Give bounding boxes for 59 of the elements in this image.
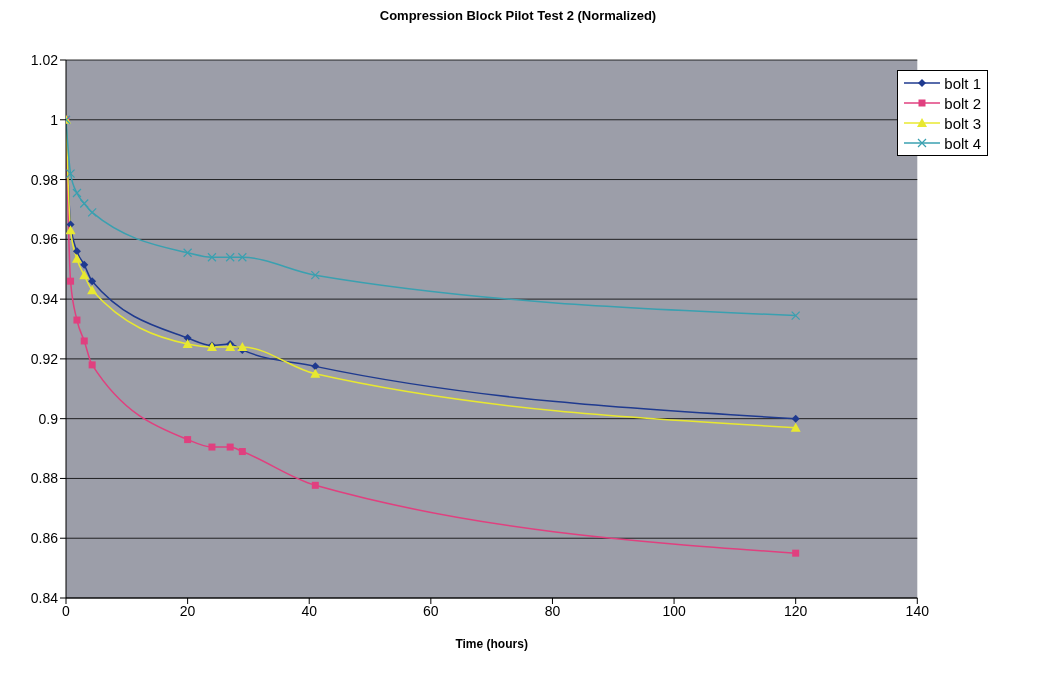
y-tick-label: 0.92 — [30, 350, 59, 367]
point — [208, 443, 216, 451]
point — [238, 448, 246, 456]
x-tick-label: 80 — [544, 602, 561, 619]
point — [67, 277, 75, 285]
legend-label: bolt 1 — [944, 74, 981, 92]
point — [66, 225, 76, 235]
y-tick-label: 0.88 — [30, 470, 59, 487]
point — [226, 443, 234, 451]
point — [80, 260, 89, 269]
point — [310, 270, 320, 280]
point — [88, 361, 96, 369]
point — [790, 422, 801, 432]
point — [791, 414, 800, 423]
y-tick-label: 1 — [50, 111, 59, 128]
point — [184, 436, 192, 444]
y-tick-label: 0.9 — [38, 410, 59, 427]
chart-title: Compression Block Pilot Test 2 (Normalized) — [378, 8, 658, 25]
point — [73, 316, 81, 324]
point — [311, 481, 319, 489]
point — [182, 338, 193, 348]
point — [87, 207, 97, 218]
point — [311, 362, 320, 371]
point — [237, 252, 247, 262]
point — [88, 277, 97, 286]
legend-label: bolt 3 — [944, 114, 981, 132]
point — [79, 270, 90, 280]
point — [87, 285, 98, 295]
point — [791, 310, 801, 321]
point — [310, 368, 321, 378]
x-tick-label: 0 — [62, 602, 71, 619]
point — [66, 220, 75, 229]
y-tick-label: 0.94 — [30, 291, 59, 308]
point — [225, 252, 235, 262]
point — [183, 248, 193, 258]
x-axis-title: Time (hours) — [455, 637, 528, 651]
y-tick-label: 0.84 — [30, 589, 59, 606]
y-tick-label: 0.96 — [30, 231, 59, 248]
x-tick-label: 40 — [301, 602, 318, 619]
x-tick-label: 140 — [905, 602, 930, 619]
point — [792, 549, 800, 557]
point — [207, 252, 217, 262]
y-tick-label: 0.98 — [30, 171, 59, 188]
point — [79, 198, 89, 209]
point — [80, 337, 88, 345]
x-tick-label: 20 — [179, 602, 196, 619]
y-tick-label: 0.86 — [30, 530, 59, 547]
point — [71, 253, 82, 263]
point — [237, 341, 248, 351]
point — [66, 168, 76, 179]
legend-label: bolt 2 — [944, 94, 981, 112]
legend-label: bolt 4 — [944, 134, 981, 152]
point — [72, 188, 82, 198]
y-tick-label: 1.02 — [30, 51, 59, 68]
x-tick-label: 60 — [423, 602, 439, 619]
point — [183, 333, 192, 342]
x-tick-label: 100 — [662, 602, 686, 619]
point — [72, 247, 81, 256]
x-tick-label: 120 — [784, 602, 808, 619]
